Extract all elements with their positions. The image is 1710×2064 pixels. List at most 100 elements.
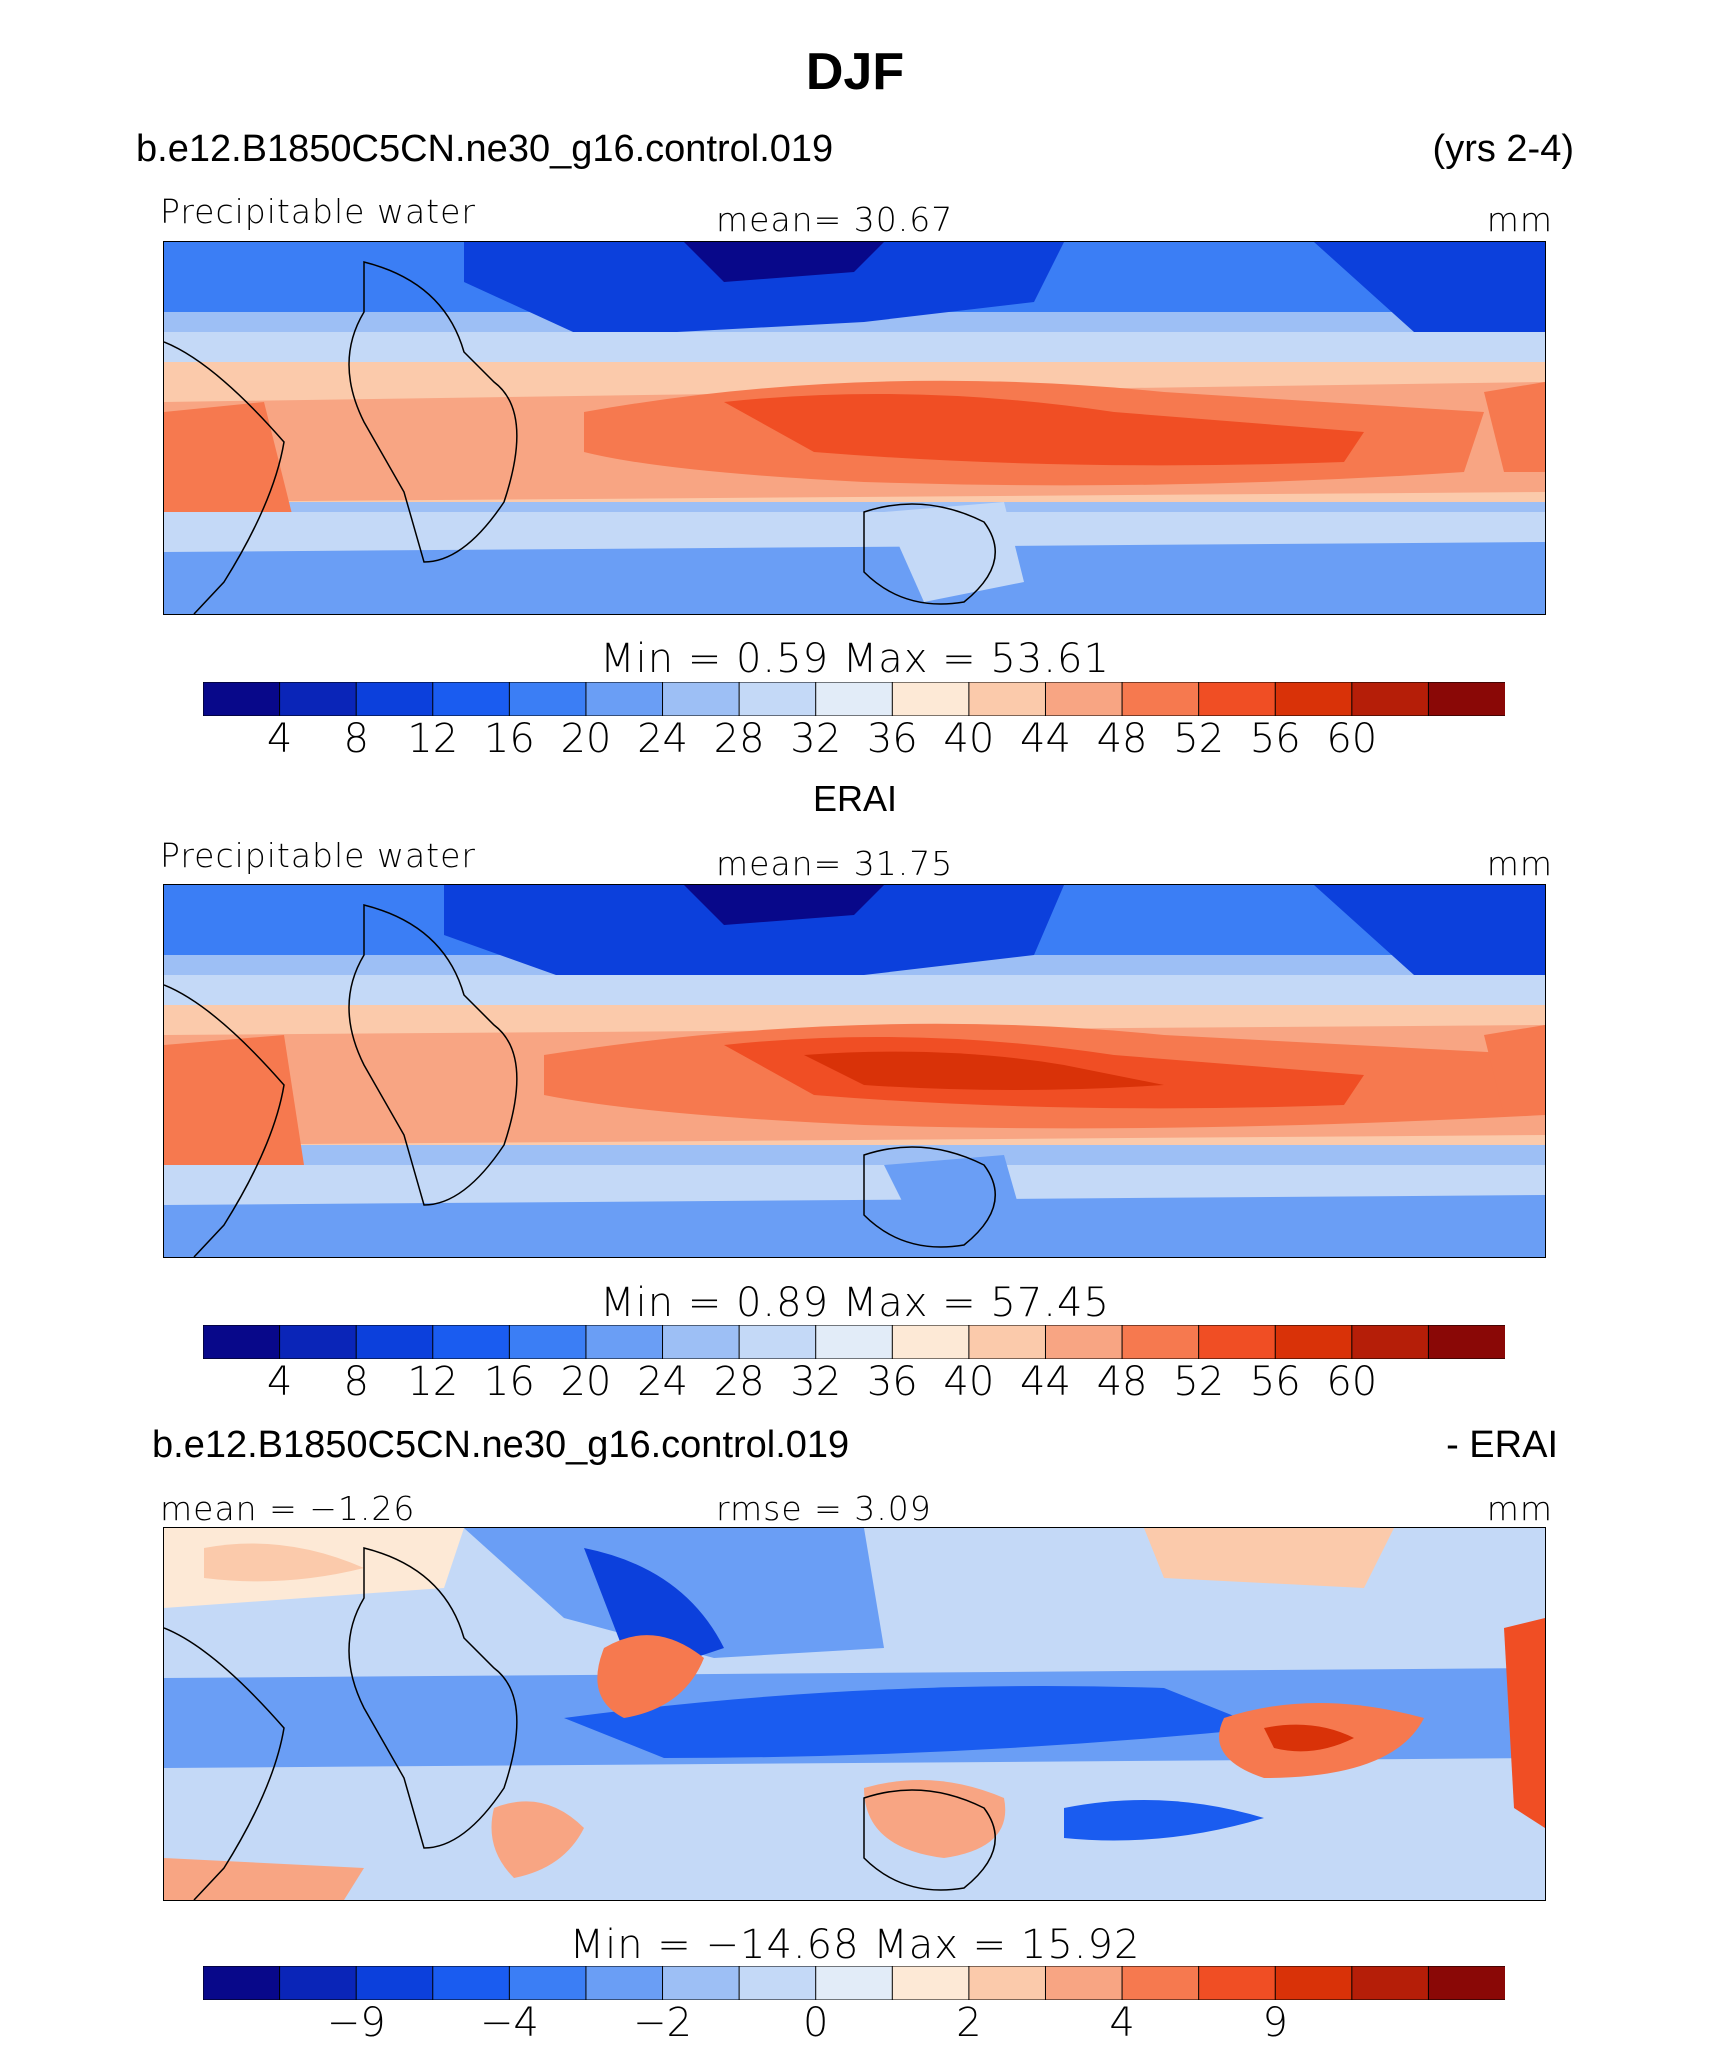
top-colorbar-tick: 16 [483, 716, 535, 762]
top-case-title: b.e12.B1850C5CN.ne30_g16.control.019 [136, 128, 834, 170]
top-colorbar-tick: 48 [1096, 716, 1148, 762]
bottom-map-panel [163, 1527, 1546, 1901]
middle-map [164, 885, 1545, 1257]
top-colorbar-swatch [1274, 682, 1353, 716]
bottom-mean-label: mean = −1.26 [160, 1489, 416, 1528]
top-map [164, 242, 1545, 614]
middle-colorbar-swatch [355, 1325, 434, 1359]
top-colorbar-tick: 60 [1326, 716, 1378, 762]
middle-colorbar-swatch [432, 1325, 511, 1359]
middle-colorbar-swatch [1044, 1325, 1124, 1359]
middle-colorbar-tick: 52 [1173, 1359, 1225, 1405]
top-colorbar-swatch [662, 682, 741, 716]
top-colorbar-tick: 20 [560, 716, 612, 762]
middle-colorbar-swatch [508, 1325, 587, 1359]
top-colorbar-swatch [738, 682, 817, 716]
bottom-colorbar-swatch [968, 1966, 1047, 2000]
middle-colorbar-swatch [1427, 1325, 1505, 1359]
bottom-colorbar-swatch [585, 1966, 664, 2000]
middle-colorbar-swatch [738, 1325, 817, 1359]
bottom-colorbar-tick: 4 [1109, 2000, 1135, 2046]
middle-colorbar-tick: 24 [637, 1359, 688, 1405]
top-colorbar [203, 682, 1505, 716]
top-units-label: mm [1486, 200, 1553, 239]
top-colorbar-tick: 56 [1249, 716, 1301, 762]
bottom-map-indian-ocean-warm [597, 1635, 704, 1718]
top-colorbar-tick: 40 [943, 716, 995, 762]
middle-colorbar-tick: 20 [560, 1359, 612, 1405]
bottom-minmax: Min = −14.68 Max = 15.92 [569, 1922, 1141, 1968]
bottom-colorbar-swatch [1121, 1966, 1200, 2000]
top-colorbar-swatch [585, 682, 664, 716]
bottom-colorbar-swatch [355, 1966, 434, 2000]
middle-colorbar-tick: 12 [407, 1359, 459, 1405]
top-colorbar-tick: 12 [407, 716, 459, 762]
middle-colorbar-tick: 40 [943, 1359, 995, 1405]
bottom-colorbar-swatch [738, 1966, 817, 2000]
top-colorbar-swatch [508, 682, 587, 716]
middle-colorbar-tick: 44 [1020, 1359, 1071, 1405]
bottom-colorbar-tick: 2 [956, 2000, 982, 2046]
bottom-colorbar-swatch [508, 1966, 587, 2000]
top-colorbar-tick: 4 [266, 716, 293, 762]
bottom-colorbar-swatch [1044, 1966, 1124, 2000]
top-colorbar-tick: 8 [343, 716, 369, 762]
middle-colorbar-tick: 60 [1326, 1359, 1378, 1405]
bottom-suffix: - ERAI [1446, 1424, 1558, 1466]
middle-units-label: mm [1486, 844, 1553, 883]
top-colorbar-swatch [432, 682, 511, 716]
middle-mean-label: mean= 31.75 [716, 844, 954, 883]
bottom-colorbar-swatch [1351, 1966, 1430, 2000]
middle-colorbar-tick: 32 [790, 1359, 842, 1405]
bottom-colorbar-swatch [815, 1966, 894, 2000]
middle-case-title: ERAI [812, 778, 898, 819]
top-colorbar-swatch [968, 682, 1047, 716]
bottom-colorbar-tick: −9 [326, 2000, 386, 2046]
bottom-colorbar-swatch [1198, 1966, 1277, 2000]
middle-colorbar-swatch [1121, 1325, 1200, 1359]
middle-map-panel [163, 884, 1546, 1258]
middle-colorbar-tick: 8 [343, 1359, 369, 1405]
middle-colorbar-swatch [203, 1325, 281, 1359]
middle-colorbar-swatch [1351, 1325, 1430, 1359]
middle-colorbar-swatch [1274, 1325, 1353, 1359]
south-america-outline [164, 341, 285, 614]
bottom-colorbar-swatch [279, 1966, 358, 2000]
bottom-colorbar-swatch [1274, 1966, 1353, 2000]
bottom-units-label: mm [1486, 1489, 1553, 1528]
middle-colorbar-ticks: 4 8 12 16 20 24 28 32 36 40 44 48 52 56 60 [203, 1359, 1505, 1407]
top-colorbar-swatch [355, 682, 434, 716]
top-variable-label: Precipitable water [160, 192, 476, 231]
top-map-panel [163, 241, 1546, 615]
middle-colorbar-tick: 48 [1096, 1359, 1148, 1405]
middle-colorbar-swatch [585, 1325, 664, 1359]
top-years: (yrs 2-4) [1432, 128, 1574, 170]
bottom-rmse-label: rmse = 3.09 [716, 1489, 932, 1528]
middle-minmax: Min = 0.89 Max = 57.45 [600, 1280, 1110, 1326]
middle-colorbar-swatch [815, 1325, 894, 1359]
top-colorbar-swatch [203, 682, 281, 716]
middle-colorbar-swatch [662, 1325, 741, 1359]
top-minmax: Min = 0.59 Max = 53.61 [600, 636, 1110, 682]
middle-colorbar-tick: 36 [866, 1359, 918, 1405]
top-colorbar-swatch [1121, 682, 1200, 716]
middle-colorbar-swatch [1198, 1325, 1277, 1359]
bottom-map [164, 1528, 1545, 1900]
middle-colorbar [203, 1325, 1505, 1359]
bottom-colorbar-swatch [1427, 1966, 1505, 2000]
middle-colorbar-swatch [968, 1325, 1047, 1359]
top-colorbar-ticks: 4 8 12 16 20 24 28 32 36 40 44 48 52 56 60 [203, 716, 1505, 764]
middle-colorbar-swatch [279, 1325, 358, 1359]
top-colorbar-tick: 28 [713, 716, 765, 762]
bottom-colorbar-tick: −2 [633, 2000, 692, 2046]
middle-colorbar-tick: 56 [1249, 1359, 1301, 1405]
top-colorbar-swatch [279, 682, 358, 716]
middle-variable-label: Precipitable water [160, 836, 476, 875]
top-colorbar-tick: 44 [1020, 716, 1071, 762]
bottom-colorbar-swatch [432, 1966, 511, 2000]
middle-colorbar-tick: 16 [483, 1359, 535, 1405]
top-colorbar-swatch [1198, 682, 1277, 716]
middle-colorbar-swatch [891, 1325, 970, 1359]
top-colorbar-swatch [815, 682, 894, 716]
top-colorbar-tick: 36 [866, 716, 918, 762]
